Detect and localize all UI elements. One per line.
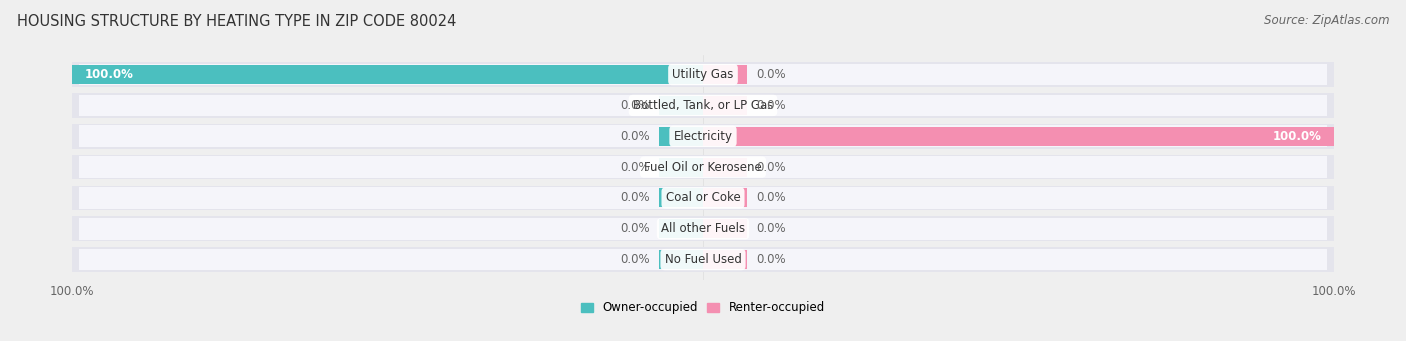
Text: Electricity: Electricity <box>673 130 733 143</box>
Text: 0.0%: 0.0% <box>756 253 786 266</box>
Bar <box>79 218 1327 240</box>
Bar <box>79 156 1327 178</box>
Bar <box>659 250 703 269</box>
Bar <box>72 62 1334 87</box>
Bar <box>79 249 1327 270</box>
Text: 100.0%: 100.0% <box>1272 130 1322 143</box>
Text: 0.0%: 0.0% <box>620 191 650 204</box>
Bar <box>659 96 703 115</box>
Bar <box>79 125 1327 147</box>
Bar <box>72 124 1334 149</box>
Bar <box>703 250 747 269</box>
Bar <box>703 96 747 115</box>
Bar <box>703 127 1334 146</box>
Bar <box>72 217 1334 241</box>
Text: Coal or Coke: Coal or Coke <box>665 191 741 204</box>
Bar <box>703 219 747 238</box>
Text: 0.0%: 0.0% <box>756 99 786 112</box>
Bar <box>72 155 1334 179</box>
Text: 0.0%: 0.0% <box>756 68 786 81</box>
Text: 0.0%: 0.0% <box>756 222 786 235</box>
Text: HOUSING STRUCTURE BY HEATING TYPE IN ZIP CODE 80024: HOUSING STRUCTURE BY HEATING TYPE IN ZIP… <box>17 14 456 29</box>
Bar <box>659 127 703 146</box>
Text: 0.0%: 0.0% <box>756 191 786 204</box>
Bar <box>72 247 1334 272</box>
Legend: Owner-occupied, Renter-occupied: Owner-occupied, Renter-occupied <box>581 301 825 314</box>
Text: 0.0%: 0.0% <box>620 222 650 235</box>
Bar <box>72 65 703 84</box>
Text: All other Fuels: All other Fuels <box>661 222 745 235</box>
Text: 0.0%: 0.0% <box>756 161 786 174</box>
Bar <box>72 186 1334 210</box>
Bar <box>79 64 1327 86</box>
Bar <box>703 65 747 84</box>
Text: Utility Gas: Utility Gas <box>672 68 734 81</box>
Text: No Fuel Used: No Fuel Used <box>665 253 741 266</box>
Bar <box>703 188 747 207</box>
Text: 0.0%: 0.0% <box>620 253 650 266</box>
Bar <box>659 188 703 207</box>
Bar <box>79 187 1327 209</box>
Text: 100.0%: 100.0% <box>84 68 134 81</box>
Text: 0.0%: 0.0% <box>620 161 650 174</box>
Text: 0.0%: 0.0% <box>620 130 650 143</box>
Bar <box>659 219 703 238</box>
Bar <box>703 158 747 177</box>
Bar <box>79 94 1327 116</box>
Bar <box>72 93 1334 118</box>
Text: Bottled, Tank, or LP Gas: Bottled, Tank, or LP Gas <box>633 99 773 112</box>
Text: Source: ZipAtlas.com: Source: ZipAtlas.com <box>1264 14 1389 27</box>
Text: Fuel Oil or Kerosene: Fuel Oil or Kerosene <box>644 161 762 174</box>
Text: 0.0%: 0.0% <box>620 99 650 112</box>
Bar <box>659 158 703 177</box>
